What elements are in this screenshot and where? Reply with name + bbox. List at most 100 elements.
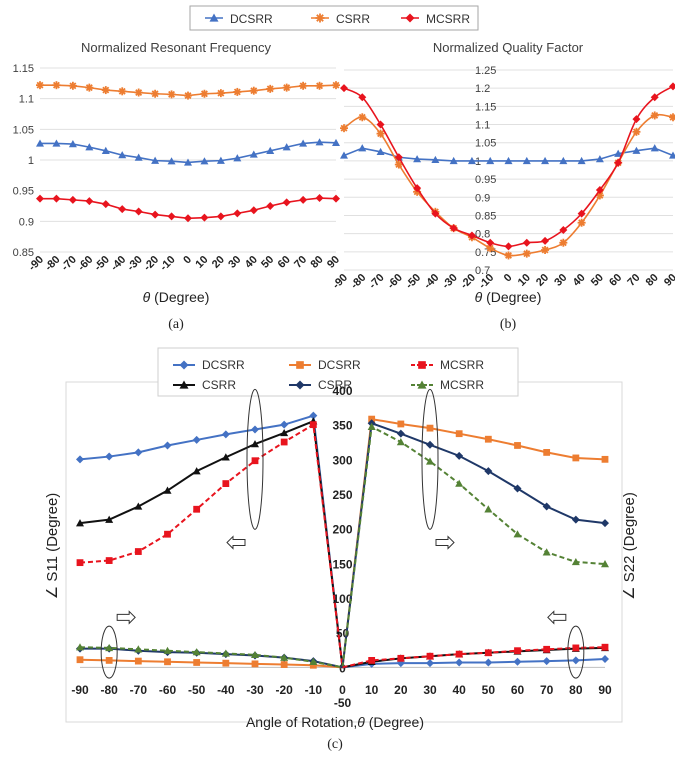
chart-b-xtick: -90 xyxy=(330,272,350,292)
chart-c-xtick: 40 xyxy=(452,683,466,697)
chart-a-point-dcsrr xyxy=(134,153,143,161)
chart-b-point-dcsrr xyxy=(614,149,623,157)
chart-a-point-csrr xyxy=(299,81,308,90)
chart-a-point-dcsrr xyxy=(167,157,176,165)
chart-b-point-dcsrr xyxy=(650,144,659,152)
chart-c-point-mcsrr xyxy=(601,560,609,568)
chart-a-point-dcsrr xyxy=(151,156,160,164)
chart-c-point-csrr xyxy=(221,453,230,461)
chart-a-point-csrr xyxy=(332,81,340,90)
chart-a-point-mcsrr xyxy=(299,195,308,204)
chart-a-point-dcsrr xyxy=(332,138,340,147)
chart-c-point-dcsrr xyxy=(571,656,580,665)
chart-c-point-mcsrr xyxy=(455,479,464,487)
chart-b-xtick: -60 xyxy=(385,272,405,292)
chart-a-point-dcsrr xyxy=(315,138,324,146)
chart-b-point-dcsrr xyxy=(577,156,586,165)
chart-c-xlabel-unit: (Degree) xyxy=(365,714,424,730)
chart-b-point-dcsrr xyxy=(559,156,568,165)
left-arrow-icon xyxy=(547,610,567,625)
chart-b-point-csrr xyxy=(650,111,659,120)
caption-b: (b) xyxy=(500,317,517,332)
chart-a-point-dcsrr xyxy=(299,139,308,147)
chart-b-point-mcsrr xyxy=(559,226,568,234)
chart-a-point-mcsrr xyxy=(216,212,225,221)
chart-c-ytick: 250 xyxy=(332,488,352,502)
chart-c-point-dcsrr xyxy=(513,657,522,666)
chart-c-legend-label: CSRR xyxy=(202,378,236,392)
chart-b-xtick: -40 xyxy=(422,272,442,292)
chart-a-point-mcsrr xyxy=(52,194,61,203)
chart-b-point-dcsrr xyxy=(376,147,385,156)
chart-c-point-csrr xyxy=(542,502,551,511)
chart-c-point-mcsrr xyxy=(76,643,84,651)
chart-c-xtick: 80 xyxy=(569,683,583,697)
chart-c-point-csrr xyxy=(571,515,580,524)
chart-c-legend-marker-square xyxy=(418,361,426,369)
chart-b: Normalized Quality Factor 0.70.750.80.85… xyxy=(330,40,675,332)
chart-a-ytick: 0.95 xyxy=(13,186,34,198)
chart-c-point-dcsrr xyxy=(542,657,551,666)
chart-c-point-csrr xyxy=(280,428,289,437)
chart-c-point-mcsrr xyxy=(542,548,551,556)
chart-c-series-s11-csrr xyxy=(79,419,344,668)
chart-a-ytick: 1.1 xyxy=(19,94,34,106)
chart-c-point-dcsrr xyxy=(572,454,580,462)
chart-c-point-mcsrr xyxy=(280,438,288,446)
legend-marker-triangle xyxy=(209,13,219,22)
chart-c-ytick: 300 xyxy=(332,453,352,467)
chart-c-point-mcsrr xyxy=(192,648,201,656)
chart-c-ellipse-annotation xyxy=(100,625,118,679)
chart-c-point-mcsrr xyxy=(134,548,142,555)
chart-b-point-mcsrr xyxy=(431,209,440,218)
chart-c-ellipse-annotation xyxy=(246,388,264,530)
chart-c-xlabel: Angle of Rotation,θ (Degree) xyxy=(246,714,424,730)
chart-b-xtick: 60 xyxy=(607,272,624,289)
chart-c-legend-marker-square xyxy=(296,361,304,369)
legend-label: MCSRR xyxy=(426,12,470,26)
chart-b-ytick: 0.95 xyxy=(475,174,496,186)
chart-b-point-mcsrr xyxy=(376,120,385,129)
chart-c-point-mcsrr xyxy=(543,645,551,653)
chart-c-xtick: 20 xyxy=(394,683,408,697)
chart-b-point-csrr xyxy=(340,124,348,133)
chart-c-xtick: 0 xyxy=(339,683,346,697)
chart-b-point-mcsrr xyxy=(413,184,422,193)
chart-b-point-mcsrr xyxy=(577,209,586,218)
chart-a-point-csrr xyxy=(134,88,143,97)
chart-c-ytick: -50 xyxy=(334,696,352,710)
chart-c-xtick: 50 xyxy=(482,683,496,697)
chart-b-point-mcsrr xyxy=(486,238,495,247)
chart-a-xtick: 0 xyxy=(181,254,194,267)
chart-a-point-csrr xyxy=(36,81,44,90)
chart-c-point-csrr xyxy=(163,486,172,494)
chart-c-ytick: 350 xyxy=(332,419,352,433)
chart-c-series-s11-mcsrr xyxy=(79,423,344,668)
chart-c-point-dcsrr xyxy=(601,455,609,463)
chart-c-xtick: 90 xyxy=(598,683,612,697)
chart-a-point-mcsrr xyxy=(85,197,94,206)
chart-b-ytick: 0.9 xyxy=(475,192,490,204)
chart-a-point-csrr xyxy=(216,89,225,98)
chart-c-point-dcsrr xyxy=(192,435,201,444)
chart-a-point-dcsrr xyxy=(184,158,192,166)
chart-a-point-mcsrr xyxy=(249,206,258,215)
chart-c-series-s22-mcsrr xyxy=(341,425,606,668)
chart-c-point-csrr xyxy=(396,429,405,438)
chart-a-point-mcsrr xyxy=(200,213,209,222)
chart-a-point-mcsrr xyxy=(332,194,340,203)
chart-b-point-csrr xyxy=(632,127,641,136)
chart-c-point-dcsrr xyxy=(222,659,230,667)
chart-c-point-dcsrr xyxy=(134,448,143,457)
chart-c-point-dcsrr xyxy=(514,442,521,449)
chart-b-point-dcsrr xyxy=(632,146,641,154)
chart-a-point-csrr xyxy=(167,90,176,99)
chart-a-point-mcsrr xyxy=(151,210,160,219)
chart-a-title: Normalized Resonant Frequency xyxy=(81,40,272,55)
chart-c-point-csrr xyxy=(134,502,143,510)
chart-a-xtick: 10 xyxy=(193,254,210,271)
chart-c-point-mcsrr xyxy=(455,650,463,658)
chart-b-xlabel-text: (Degree) xyxy=(482,289,541,305)
chart-b-point-mcsrr xyxy=(614,158,623,167)
chart-a-xtick: 40 xyxy=(243,254,260,271)
